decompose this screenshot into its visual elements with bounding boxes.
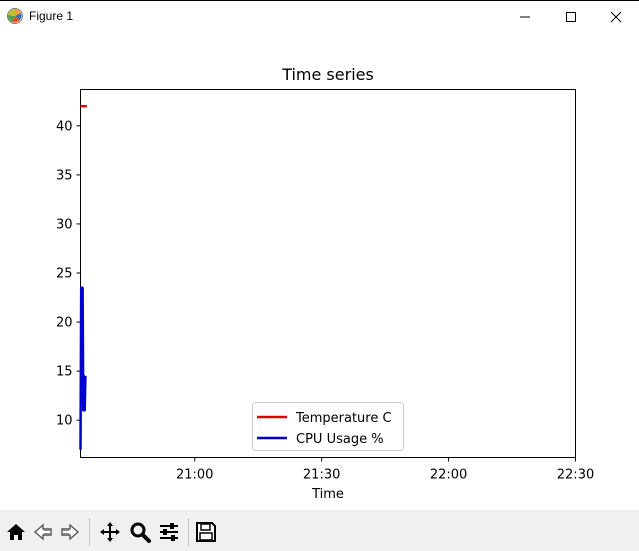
matplotlib-logo-icon	[6, 7, 24, 25]
y-tick-label: 30	[56, 217, 73, 232]
x-tick-label: 21:30	[303, 468, 340, 483]
window-title: Figure 1	[29, 9, 74, 23]
back-button[interactable]	[30, 519, 56, 545]
home-button[interactable]	[3, 519, 29, 545]
chart-title: Time series	[281, 65, 374, 84]
forward-icon	[61, 523, 80, 541]
save-icon	[196, 522, 216, 542]
minimize-button[interactable]	[502, 2, 548, 32]
series-line-cpu-usage	[79, 286, 87, 450]
y-tick-label: 40	[56, 119, 73, 134]
pan-icon	[100, 522, 120, 542]
maximize-button[interactable]	[548, 2, 594, 32]
legend-label-temperature: Temperature C	[295, 411, 392, 426]
y-tick-label: 20	[56, 316, 73, 331]
toolbar-separator	[89, 518, 90, 546]
save-button[interactable]	[193, 519, 219, 545]
legend-box	[252, 402, 404, 451]
x-tick-label: 22:30	[557, 468, 594, 483]
window-titlebar[interactable]: Figure 1	[0, 1, 639, 31]
toolbar-separator	[188, 518, 189, 546]
plot-area	[80, 89, 576, 458]
figure-canvas[interactable]: Time series 10 15 20 25 30 35 40 21:00 21:30 22:…	[0, 31, 639, 510]
maximize-icon	[566, 12, 576, 22]
back-icon	[33, 523, 52, 541]
y-tick-label: 10	[56, 414, 73, 429]
navigation-toolbar	[0, 510, 639, 551]
close-icon	[610, 11, 622, 23]
legend: Temperature C CPU Usage %	[252, 402, 404, 451]
home-icon	[7, 524, 25, 540]
x-axis-label: Time	[311, 487, 344, 502]
zoom-icon	[130, 522, 151, 543]
pan-button[interactable]	[97, 519, 123, 545]
y-tick-label: 35	[56, 168, 73, 183]
y-tick-label: 15	[56, 365, 73, 380]
window-top-border	[0, 0, 639, 1]
configure-subplots-button[interactable]	[156, 519, 182, 545]
minimize-icon	[520, 16, 530, 18]
x-tick-label: 21:00	[176, 468, 213, 483]
y-tick-label: 25	[56, 267, 73, 282]
configure-subplots-icon	[160, 523, 178, 541]
chart-svg: Time series 10 15 20 25 30 35 40 21:00 21:30 22:…	[56, 65, 594, 502]
x-tick-label: 22:00	[430, 468, 467, 483]
zoom-button[interactable]	[127, 519, 153, 545]
forward-button[interactable]	[57, 519, 83, 545]
series-layer	[79, 104, 87, 450]
y-axis: 10 15 20 25 30 35 40	[56, 119, 81, 429]
legend-label-cpu: CPU Usage %	[296, 432, 384, 447]
x-axis: 21:00 21:30 22:00 22:30	[176, 457, 594, 483]
close-button[interactable]	[593, 2, 639, 32]
